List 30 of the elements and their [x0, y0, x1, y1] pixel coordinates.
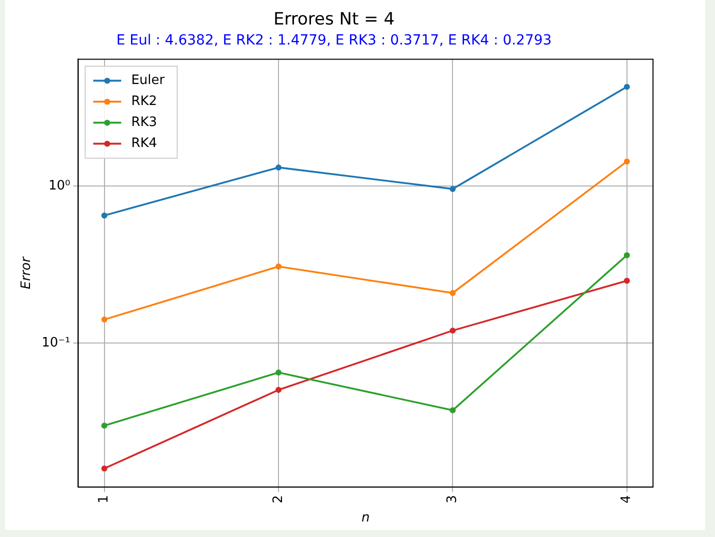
y-tick-label: 10⁰ [48, 178, 70, 194]
point [624, 158, 630, 164]
x-tick-label: 3 [445, 495, 460, 504]
point [624, 278, 630, 284]
point [276, 370, 282, 376]
x-tick-label: 1 [96, 495, 112, 504]
point [276, 164, 282, 170]
point [101, 422, 108, 429]
x-tick-label: 4 [619, 495, 634, 504]
point [450, 290, 456, 296]
point [276, 386, 282, 393]
legend-label: Euler [131, 73, 166, 88]
point [624, 252, 630, 258]
point [101, 212, 108, 218]
y-axis-title: Error [19, 255, 34, 290]
x-axis-title: n [361, 510, 370, 526]
chart-subtitle: E Eul : 4.6382, E RK2 : 1.4779, E RK3 : 0.3717, E RK4 : 0.2793 [116, 32, 552, 48]
point [101, 316, 108, 323]
legend-label: RK2 [131, 94, 158, 110]
point [450, 186, 456, 192]
legend-label: RK4 [131, 136, 158, 152]
point [450, 407, 456, 414]
point [276, 263, 282, 270]
chart-title: Errores Nt = 4 [273, 10, 395, 30]
point [450, 328, 456, 334]
point [101, 465, 108, 472]
x-tick-label: 2 [270, 495, 286, 504]
y-tick-label: 10⁻¹ [42, 335, 70, 350]
point [624, 84, 630, 90]
legend-label: RK3 [131, 115, 158, 130]
